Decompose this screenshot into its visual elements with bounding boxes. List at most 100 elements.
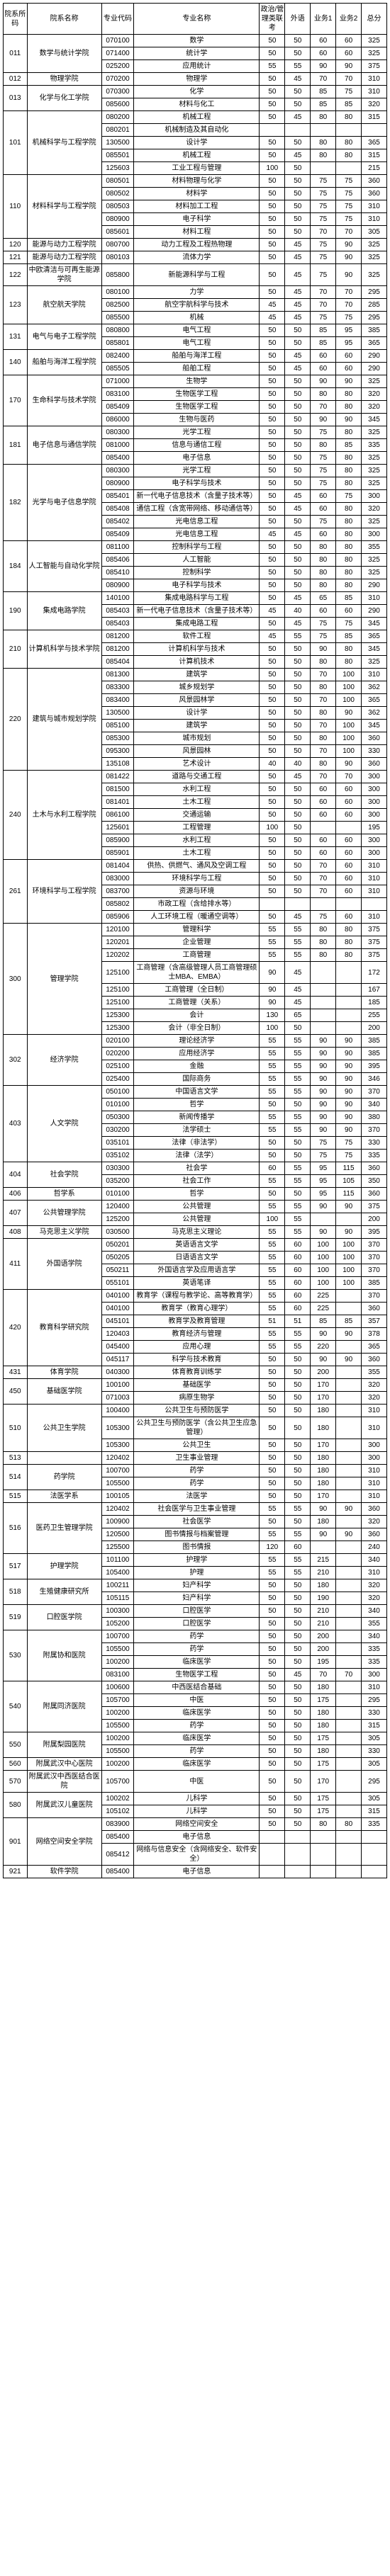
cell: 50 — [260, 732, 285, 745]
cell: 95 — [311, 1162, 336, 1175]
cell: 50 — [260, 1805, 285, 1818]
cell — [362, 1866, 387, 1878]
cell: 045400 — [101, 1341, 133, 1354]
cell: 新一代电子信息技术（含量子技术等） — [134, 490, 260, 503]
cell — [260, 124, 285, 137]
cell: 210 — [311, 1618, 336, 1630]
cell: 材料与化工 — [134, 98, 260, 111]
cell: 50 — [285, 439, 311, 452]
cell: 材料科学与工程学院 — [27, 175, 101, 239]
cell: 50 — [260, 1490, 285, 1503]
cell — [336, 1656, 362, 1669]
cell: 50 — [260, 809, 285, 822]
cell: 100 — [336, 720, 362, 732]
table-row: 510公共卫生学院100400公共卫生与预防医学5050180310 — [4, 1405, 387, 1417]
cell: 50 — [285, 200, 311, 213]
cell: 教育学（教育心理学） — [134, 1303, 260, 1315]
cell: 中欧清洁与可再生能源学院 — [27, 264, 101, 286]
cell: 175 — [311, 1793, 336, 1805]
cell: 50 — [285, 452, 311, 465]
cell: 360 — [362, 188, 387, 200]
cell: 55 — [260, 1567, 285, 1579]
cell: 100700 — [101, 1465, 133, 1477]
cell: 90 — [311, 1226, 336, 1239]
cell: 55 — [260, 1341, 285, 1354]
cell: 50 — [260, 1669, 285, 1681]
cell: 300 — [362, 771, 387, 783]
cell: 55 — [260, 1277, 285, 1290]
cell: 药学 — [134, 1477, 260, 1490]
cell: 175 — [311, 1694, 336, 1707]
cell: 200 — [362, 1022, 387, 1035]
cell: 310 — [362, 200, 387, 213]
cell: 人工环境工程（暖通空调等） — [134, 911, 260, 924]
cell: 215 — [311, 1554, 336, 1567]
cell: 50 — [285, 656, 311, 669]
cell: 55 — [260, 936, 285, 949]
cell: 临床医学 — [134, 1656, 260, 1669]
cell: 70 — [311, 286, 336, 299]
cell: 375 — [362, 1201, 387, 1213]
cell: 100105 — [101, 1490, 133, 1503]
cell: 080300 — [101, 426, 133, 439]
table-row: 123航空航天学院080100力学50457070295 — [4, 286, 387, 299]
cell: 药学 — [134, 1630, 260, 1643]
cell: 60 — [336, 350, 362, 363]
table-row: 302经济学院020100理论经济学55559090385 — [4, 1035, 387, 1048]
cell: 50 — [260, 503, 285, 516]
cell: 125200 — [101, 1213, 133, 1226]
cell: 225 — [311, 1290, 336, 1303]
cell: 50 — [260, 98, 285, 111]
cell — [336, 1490, 362, 1503]
cell: 妇产科学 — [134, 1579, 260, 1592]
cell: 工业工程与管理 — [134, 162, 260, 175]
cell: 325 — [362, 452, 387, 465]
cell: 45 — [285, 264, 311, 286]
cell: 50 — [260, 414, 285, 426]
cell: 55 — [260, 60, 285, 73]
table-row: 110材料科学与工程学院080501材料物理与化学50507575360 — [4, 175, 387, 188]
cell — [336, 822, 362, 834]
cell: 085409 — [101, 401, 133, 414]
cell: 085505 — [101, 363, 133, 375]
col-subj2: 业务2 — [336, 4, 362, 35]
cell: 75 — [336, 490, 362, 503]
cell — [336, 1417, 362, 1439]
cell: 风景园林 — [134, 745, 260, 758]
cell — [336, 1290, 362, 1303]
cell: 085402 — [101, 516, 133, 528]
cell: 公共管理 — [134, 1213, 260, 1226]
cell: 50 — [285, 1818, 311, 1831]
cell: 167 — [362, 984, 387, 997]
admission-scores-table: 院系所码 院系名称 专业代码 专业名称 政治/管理类联考 外语 业务1 业务2 … — [3, 3, 387, 1878]
cell: 85 — [336, 592, 362, 605]
cell: 60 — [336, 911, 362, 924]
cell: 100 — [311, 1277, 336, 1290]
cell: 365 — [362, 694, 387, 707]
cell: 50 — [285, 745, 311, 758]
cell — [336, 1379, 362, 1392]
cell: 070200 — [101, 73, 133, 86]
cell: 50 — [260, 1439, 285, 1452]
cell: 357 — [362, 1315, 387, 1328]
cell — [336, 1022, 362, 1035]
cell: 材料加工工程 — [134, 200, 260, 213]
cell: 基础医学 — [134, 1379, 260, 1392]
cell: 85 — [336, 1315, 362, 1328]
cell: 355 — [362, 541, 387, 554]
cell: 50 — [260, 745, 285, 758]
cell: 300 — [362, 783, 387, 796]
cell: 085802 — [101, 898, 133, 911]
cell: 水利工程 — [134, 834, 260, 847]
cell: 085412 — [101, 1844, 133, 1866]
cell: 50 — [260, 669, 285, 681]
cell: 370 — [362, 1124, 387, 1137]
cell: 90 — [336, 1048, 362, 1060]
cell: 理论经济学 — [134, 1035, 260, 1048]
cell: 马克思主义学院 — [27, 1226, 101, 1239]
cell: 50 — [260, 1630, 285, 1643]
cell: 50 — [260, 213, 285, 226]
cell: 095300 — [101, 745, 133, 758]
cell: 法律（法学） — [134, 1150, 260, 1162]
cell: 085403 — [101, 618, 133, 630]
